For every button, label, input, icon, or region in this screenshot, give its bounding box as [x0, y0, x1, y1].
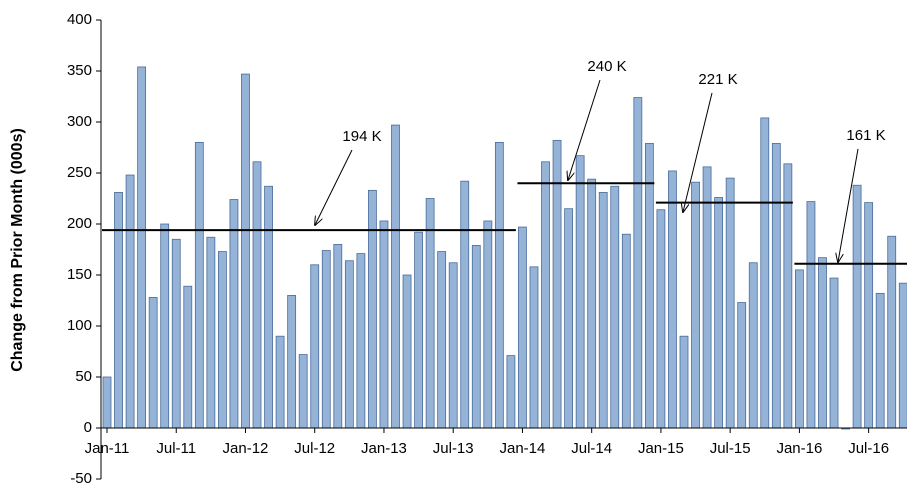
bar [702, 166, 712, 429]
x-tick-label: Jan-11 [85, 440, 130, 457]
bar [137, 66, 147, 429]
bar [183, 285, 193, 429]
bar [298, 354, 308, 429]
bar [598, 191, 608, 429]
bar [818, 257, 827, 429]
bar [691, 181, 700, 429]
bar [529, 266, 539, 429]
bar [356, 253, 366, 429]
bar [252, 161, 262, 429]
bar [852, 184, 862, 429]
bar [379, 220, 389, 429]
bar [714, 197, 724, 429]
bar [610, 185, 620, 429]
y-tick-label: -50 [70, 470, 92, 487]
bar [368, 189, 377, 429]
bar [448, 262, 458, 429]
arrow [683, 92, 713, 212]
bar [414, 231, 423, 429]
bar [795, 269, 804, 429]
bar [621, 233, 631, 429]
bar [760, 117, 770, 429]
x-tick-label: Jul-13 [433, 440, 474, 457]
bar [102, 376, 112, 429]
bar [287, 294, 297, 429]
bar [506, 355, 516, 429]
bar [898, 282, 907, 429]
bar [391, 124, 400, 429]
y-tick-label: 100 [67, 317, 92, 334]
bar [148, 297, 158, 429]
y-tick-label: 300 [67, 113, 92, 130]
bar [483, 220, 493, 429]
average-label: 194 K [342, 128, 381, 145]
bar [114, 191, 123, 429]
bar [725, 177, 735, 429]
arrow [838, 148, 859, 262]
x-tick-label: Jul-12 [294, 440, 335, 457]
bar [229, 199, 239, 429]
bar [829, 277, 839, 429]
x-tick-label: Jul-11 [156, 440, 196, 457]
bar [217, 251, 227, 429]
bar [644, 143, 654, 429]
bar [771, 143, 781, 429]
bar [241, 73, 250, 429]
bar [125, 174, 135, 429]
x-tick-label: Jan-15 [638, 440, 684, 457]
bar [171, 238, 181, 429]
bar [575, 155, 585, 429]
x-tick-label: Jul-16 [848, 440, 889, 457]
x-tick-label: Jan-16 [776, 440, 822, 457]
x-tick-label: Jul-15 [710, 440, 751, 457]
bar [437, 251, 447, 429]
bar [806, 201, 816, 429]
bar [471, 245, 481, 429]
average-label: 240 K [587, 58, 626, 75]
bar [275, 335, 285, 429]
y-tick-label: 50 [75, 368, 92, 385]
bar [633, 97, 643, 429]
x-tick-label: Jan-13 [361, 440, 407, 457]
y-axis-title: Change from Prior Month (000s) [9, 128, 26, 372]
bar [160, 223, 170, 429]
x-tick-label: Jan-12 [223, 440, 269, 457]
y-tick-label: 150 [67, 266, 92, 283]
bar [264, 185, 273, 429]
bar [587, 178, 597, 429]
bar [460, 180, 470, 429]
bar [310, 264, 320, 429]
bar [656, 209, 666, 429]
y-tick-label: 250 [67, 164, 92, 181]
arrow [568, 79, 601, 180]
bar [194, 141, 204, 429]
bar [668, 170, 677, 429]
bar [737, 302, 747, 429]
bar [864, 202, 874, 429]
arrow [315, 149, 353, 225]
bar [518, 226, 527, 429]
bar [875, 292, 885, 429]
bar [402, 274, 412, 429]
x-tick-label: Jul-14 [571, 440, 612, 457]
bar [748, 262, 758, 429]
bar [494, 141, 504, 429]
bar [564, 208, 573, 429]
bar [541, 161, 550, 429]
y-tick-label: 400 [67, 11, 92, 28]
bar [321, 250, 331, 429]
average-label: 161 K [846, 127, 885, 144]
y-tick-label: 350 [67, 62, 92, 79]
y-tick-label: 200 [67, 215, 92, 232]
bar [206, 236, 216, 429]
bar [679, 335, 689, 429]
bar [887, 235, 897, 429]
bar [344, 260, 354, 429]
x-tick-label: Jan-14 [500, 440, 546, 457]
average-label: 221 K [698, 71, 737, 88]
bar [333, 243, 343, 429]
bar [425, 198, 435, 429]
y-tick-label: 0 [84, 419, 92, 436]
